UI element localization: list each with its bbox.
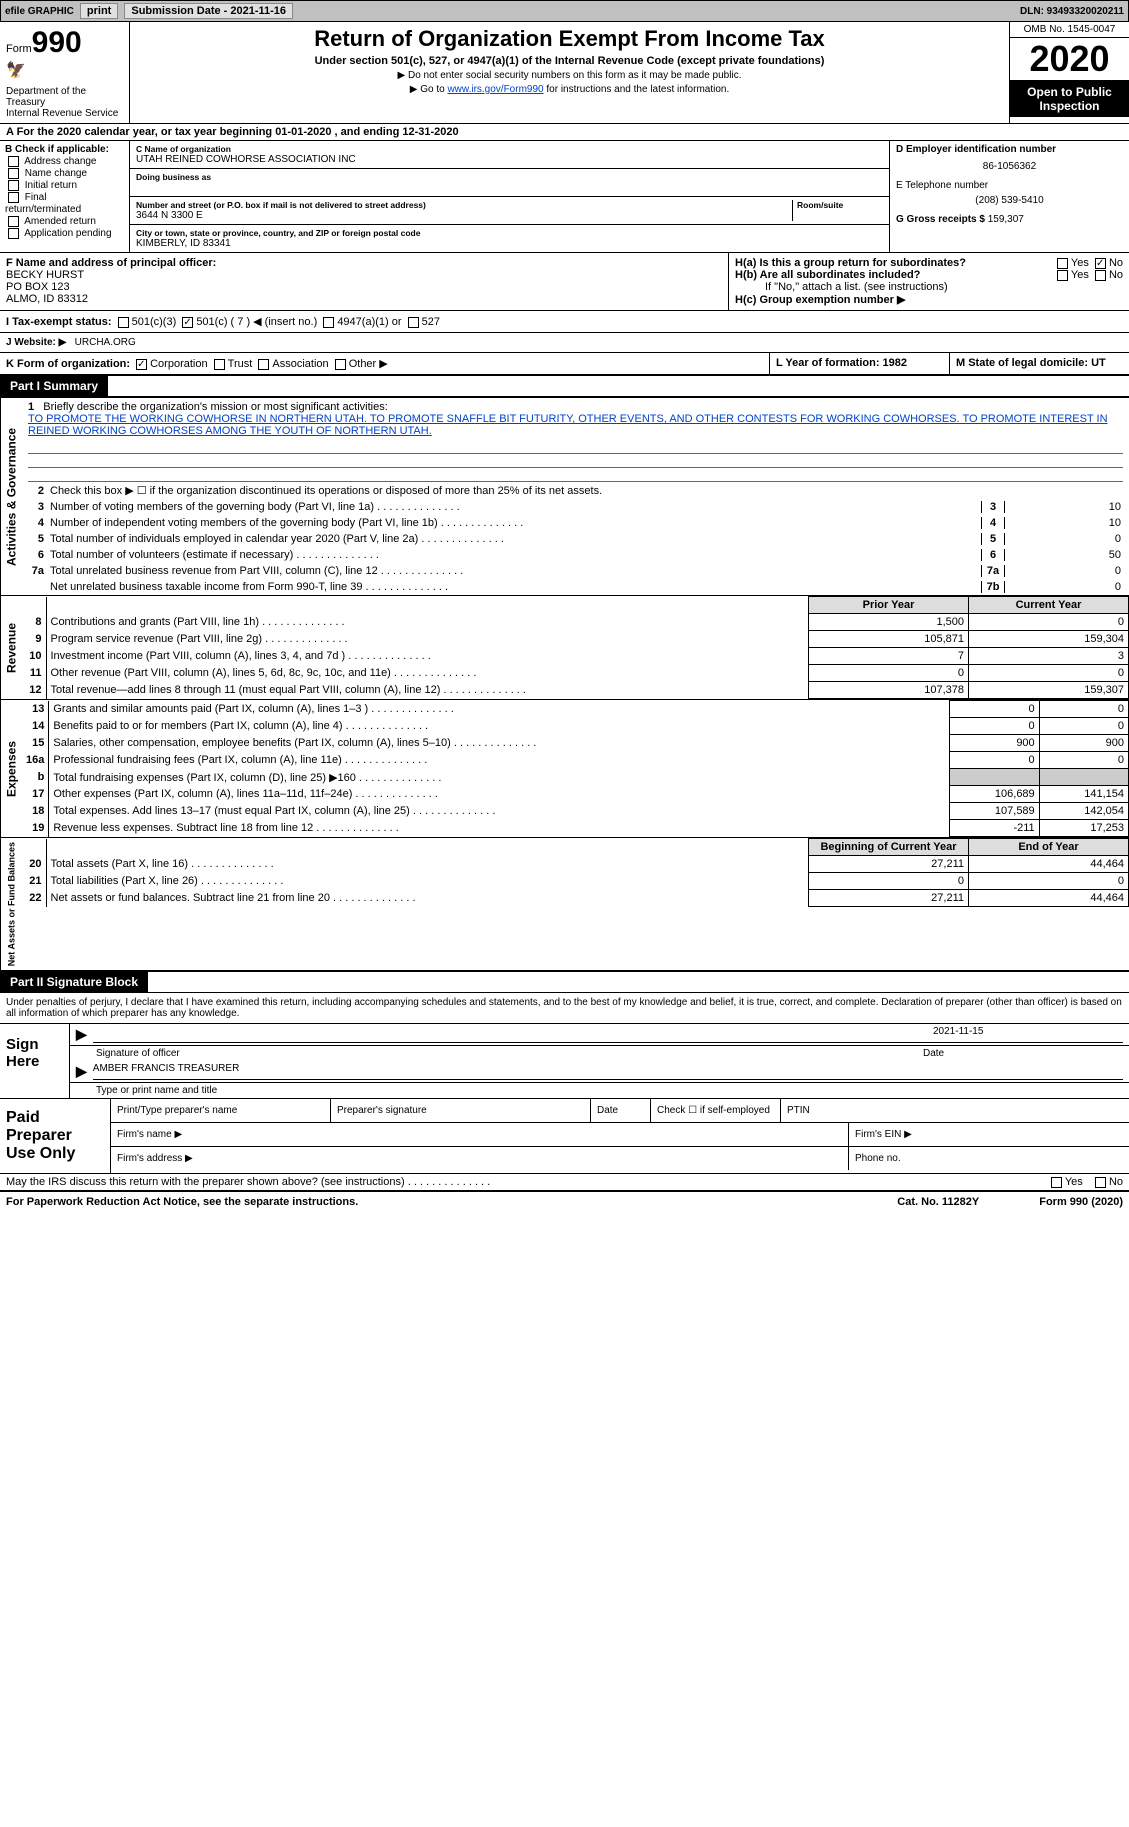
hb-note: If "No," attach a list. (see instruction… [735,281,1123,293]
fin-row-22: 22Net assets or fund balances. Subtract … [22,890,1129,907]
sig-officer-label: Signature of officer [96,1048,923,1059]
vert-revenue: Revenue [0,596,22,699]
paid-preparer: Paid Preparer Use Only Print/Type prepar… [0,1099,1129,1174]
row-f-h: F Name and address of principal officer:… [0,253,1129,311]
line-3: 3Number of voting members of the governi… [22,499,1129,515]
city-label: City or town, state or province, country… [136,228,883,238]
note-link: ▶ Go to www.irs.gov/Form990 for instruct… [134,84,1005,95]
room-label: Room/suite [797,200,883,210]
mission-text: TO PROMOTE THE WORKING COWHORSE IN NORTH… [28,413,1108,437]
tel-value: (208) 539-5410 [896,195,1123,206]
line-6: 6Total number of volunteers (estimate if… [22,547,1129,563]
gross-label: G Gross receipts $ [896,214,985,225]
tel-label: E Telephone number [896,180,1123,191]
fin-row-15: 15Salaries, other compensation, employee… [22,735,1129,752]
perjury-text: Under penalties of perjury, I declare th… [0,993,1129,1024]
fin-row-b: bTotal fundraising expenses (Part IX, co… [22,769,1129,786]
row-i: I Tax-exempt status: 501(c)(3) 501(c) ( … [0,311,1129,333]
org-name: UTAH REINED COWHORSE ASSOCIATION INC [136,154,883,165]
vert-governance: Activities & Governance [0,398,22,595]
fin-row-10: 10Investment income (Part VIII, column (… [22,648,1129,665]
fin-row-20: 20Total assets (Part X, line 16) 27,2114… [22,856,1129,873]
checkbox-initial-return[interactable]: Initial return [5,180,124,191]
fin-row-9: 9Program service revenue (Part VIII, lin… [22,631,1129,648]
fin-row-21: 21Total liabilities (Part X, line 26) 00 [22,873,1129,890]
irs-link[interactable]: www.irs.gov/Form990 [447,84,543,95]
line-7a: 7aTotal unrelated business revenue from … [22,563,1129,579]
print-button[interactable]: print [80,3,118,19]
officer-label: F Name and address of principal officer: [6,257,216,269]
fin-row-11: 11Other revenue (Part VIII, column (A), … [22,665,1129,682]
ein-label: D Employer identification number [896,144,1123,155]
name-title-label: Type or print name and title [96,1085,217,1096]
fin-row-14: 14Benefits paid to or for members (Part … [22,718,1129,735]
checkbox-address-change[interactable]: Address change [5,156,124,167]
tax-year: 2020 [1010,38,1129,81]
org-address: 3644 N 3300 E [136,210,788,221]
form-title: Return of Organization Exempt From Incom… [134,26,1005,52]
omb-number: OMB No. 1545-0047 [1010,22,1129,38]
form-subtitle: Under section 501(c), 527, or 4947(a)(1)… [134,55,1005,67]
sign-here: Sign Here ▶ 2021-11-15 Signature of offi… [0,1024,1129,1099]
line-7b: Net unrelated business taxable income fr… [22,579,1129,595]
discuss-line: May the IRS discuss this return with the… [0,1174,1129,1192]
expenses-table: 13Grants and similar amounts paid (Part … [22,700,1129,837]
part2-header: Part II Signature Block [0,972,148,992]
form-header: Form990 🦅 Department of the Treasury Int… [0,22,1129,124]
revenue-table: Prior Year Current Year 8Contributions a… [22,596,1129,699]
row-k: K Form of organization: Corporation Trus… [0,353,1129,376]
officer-addr2: ALMO, ID 83312 [6,293,88,305]
gross-value: 159,307 [988,214,1024,225]
line-a: A For the 2020 calendar year, or tax yea… [0,124,1129,141]
officer-addr1: PO BOX 123 [6,281,70,293]
line-4: 4Number of independent voting members of… [22,515,1129,531]
addr-label: Number and street (or P.O. box if mail i… [136,200,788,210]
fin-row-8: 8Contributions and grants (Part VIII, li… [22,614,1129,631]
q2: Check this box ▶ ☐ if the organization d… [50,484,1125,497]
fin-row-17: 17Other expenses (Part IX, column (A), l… [22,786,1129,803]
checkbox-amended-return[interactable]: Amended return [5,216,124,227]
fin-row-13: 13Grants and similar amounts paid (Part … [22,701,1129,718]
name-label: C Name of organization [136,144,883,154]
vert-netassets: Net Assets or Fund Balances [0,838,22,970]
org-city: KIMBERLY, ID 83341 [136,238,883,249]
checkbox-final-return-terminated[interactable]: Final return/terminated [5,192,124,214]
col-b-header: B Check if applicable: [5,144,124,155]
fin-row-16a: 16aProfessional fundraising fees (Part I… [22,752,1129,769]
fin-row-18: 18Total expenses. Add lines 13–17 (must … [22,803,1129,820]
dln: DLN: 93493320020211 [1020,6,1124,17]
sig-date: 2021-11-15 [923,1026,1123,1043]
officer-typed-name: AMBER FRANCIS TREASURER [93,1063,1123,1080]
fin-row-19: 19Revenue less expenses. Subtract line 1… [22,820,1129,837]
fin-row-12: 12Total revenue—add lines 8 through 11 (… [22,682,1129,699]
website: URCHA.ORG [75,337,136,348]
ha-line: H(a) Is this a group return for subordin… [735,257,1123,269]
inspection-badge: Open to Public Inspection [1010,81,1129,117]
irs-icon: 🦅 [6,60,123,80]
q1-label: Briefly describe the organization's miss… [43,401,387,413]
efile-label: efile GRAPHIC [5,6,74,17]
info-grid: B Check if applicable: Address change Na… [0,141,1129,253]
note-ssn: ▶ Do not enter social security numbers o… [134,70,1005,81]
dba-label: Doing business as [136,172,883,182]
checkbox-application-pending[interactable]: Application pending [5,228,124,239]
top-bar: efile GRAPHIC print Submission Date - 20… [0,0,1129,22]
submission-date: Submission Date - 2021-11-16 [124,3,293,19]
line-5: 5Total number of individuals employed in… [22,531,1129,547]
ein-value: 86-1056362 [896,161,1123,172]
form-number: Form990 [6,26,123,60]
officer-name: BECKY HURST [6,269,84,281]
page-footer: For Paperwork Reduction Act Notice, see … [0,1192,1129,1212]
row-j: J Website: ▶ URCHA.ORG [0,333,1129,353]
checkbox-name-change[interactable]: Name change [5,168,124,179]
dept-label: Department of the Treasury Internal Reve… [6,86,123,119]
hc-line: H(c) Group exemption number ▶ [735,293,1123,306]
part1-header: Part I Summary [0,376,108,396]
vert-expenses: Expenses [0,700,22,837]
netassets-table: Beginning of Current Year End of Year 20… [22,838,1129,907]
date-label: Date [923,1048,1123,1059]
hb-line: H(b) Are all subordinates included? Yes … [735,269,1123,281]
